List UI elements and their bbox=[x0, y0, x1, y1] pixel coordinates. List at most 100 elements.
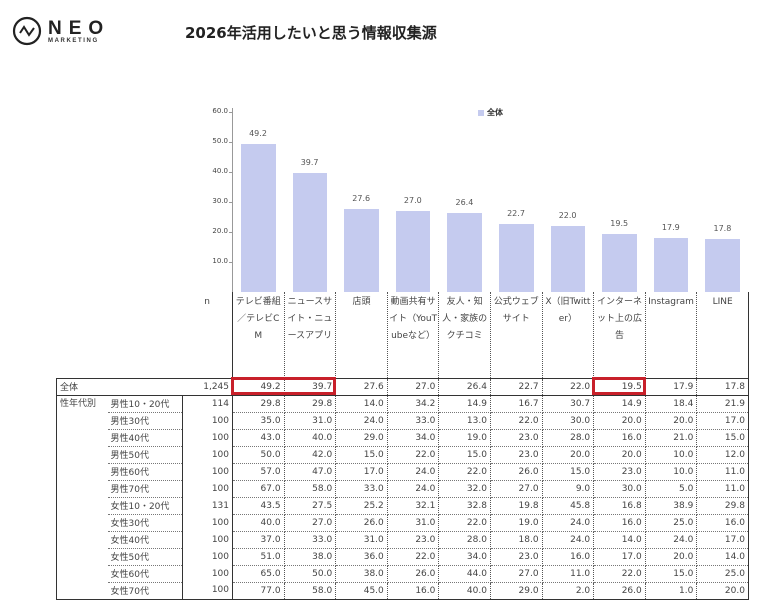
column-header: Instagram bbox=[645, 292, 698, 378]
total-label: 全体 bbox=[56, 377, 183, 396]
table-cell: 12.0 bbox=[696, 446, 749, 464]
bar bbox=[241, 144, 276, 292]
row-n: 100 bbox=[182, 446, 233, 463]
table-cell: 23.0 bbox=[490, 446, 543, 464]
row-n: 100 bbox=[182, 548, 233, 565]
row-n: 100 bbox=[182, 531, 233, 548]
table-cell: 34.2 bbox=[387, 395, 440, 413]
table-cell: 26.0 bbox=[335, 514, 388, 532]
highlight-box bbox=[592, 377, 646, 395]
table-cell: 29.0 bbox=[490, 582, 543, 600]
table-cell: 19.0 bbox=[490, 514, 543, 532]
table-cell: 47.0 bbox=[284, 463, 337, 481]
table-cell: 16.0 bbox=[542, 548, 595, 566]
total-cell: 17.9 bbox=[645, 377, 698, 396]
legend-swatch bbox=[478, 109, 484, 116]
table-cell: 22.0 bbox=[438, 463, 491, 481]
table-cell: 38.0 bbox=[335, 565, 388, 583]
table-cell: 29.0 bbox=[335, 429, 388, 447]
table-cell: 29.8 bbox=[284, 395, 337, 413]
table-cell: 37.0 bbox=[232, 531, 285, 549]
bar bbox=[447, 212, 482, 292]
table-cell: 25.0 bbox=[645, 514, 698, 532]
neo-marketing-logo: NEO MARKETING bbox=[12, 16, 110, 46]
column-header: インターネット上の広告 bbox=[593, 292, 646, 378]
bar-value-label: 27.6 bbox=[352, 194, 371, 204]
table-cell: 27.5 bbox=[284, 497, 337, 515]
table-cell: 77.0 bbox=[232, 582, 285, 600]
legend-label: 全体 bbox=[487, 108, 503, 117]
bar-value-label: 26.4 bbox=[455, 197, 474, 207]
table-cell: 15.0 bbox=[438, 446, 491, 464]
table-row: 性年代別 男性10・20代 114 29.8 29.8 14.0 34.2 14.9 16.7 3… bbox=[56, 395, 749, 600]
y-tick bbox=[229, 262, 233, 263]
row-n: 100 bbox=[182, 514, 233, 531]
column-header: LINE bbox=[696, 292, 749, 378]
table-cell: 32.1 bbox=[387, 497, 440, 515]
row-n: 100 bbox=[182, 463, 233, 480]
table-row: 女性50代 100 51.0 38.0 36.0 22.0 34.0 23.0 16.0 17.0… bbox=[57, 548, 749, 566]
table-cell: 10.0 bbox=[645, 446, 698, 464]
table-cell: 51.0 bbox=[232, 548, 285, 566]
table-cell: 43.0 bbox=[232, 429, 285, 447]
bar bbox=[705, 238, 740, 292]
bar bbox=[395, 211, 431, 292]
table-cell: 10.0 bbox=[645, 463, 698, 481]
table-cell: 20.0 bbox=[696, 582, 749, 600]
row-n: 100 bbox=[182, 429, 233, 446]
y-tick-label: 30.0 bbox=[212, 197, 228, 205]
table-cell: 32.8 bbox=[438, 497, 491, 515]
table-cell: 21.0 bbox=[645, 429, 698, 447]
table-cell: 19.0 bbox=[438, 429, 491, 447]
group-label: 性年代別 bbox=[56, 395, 108, 600]
row-n: 131 bbox=[182, 497, 233, 514]
table-cell: 24.0 bbox=[645, 531, 698, 549]
total-n: 1,245 bbox=[182, 377, 233, 396]
table-row: 男性70代 100 67.0 58.0 33.0 24.0 32.0 27.0 9.0 30.0 5… bbox=[57, 480, 749, 498]
table-cell: 24.0 bbox=[542, 531, 595, 549]
table-cell: 42.0 bbox=[284, 446, 337, 464]
table-cell: 36.0 bbox=[335, 548, 388, 566]
column-header: テレビ番組／テレビCM bbox=[232, 292, 285, 378]
table-cell: 20.0 bbox=[593, 412, 646, 430]
table-cell: 16.8 bbox=[593, 497, 646, 515]
row-n: 100 bbox=[182, 412, 233, 429]
row-label: 女性30代 bbox=[107, 514, 183, 532]
table-cell: 40.0 bbox=[284, 429, 337, 447]
n-header: n bbox=[204, 297, 210, 307]
data-table: n テレビ番組／テレビCM ニュースサイト・ニュースアプリ 店頭 動画共有サイト（You… bbox=[56, 292, 749, 600]
row-label: 女性40代 bbox=[107, 531, 183, 549]
table-cell: 23.0 bbox=[490, 548, 543, 566]
table-cell: 16.0 bbox=[593, 429, 646, 447]
table-row: 女性70代 100 77.0 58.0 45.0 16.0 40.0 29.0 2.0 26.0 1… bbox=[57, 582, 749, 600]
table-cell: 18.0 bbox=[490, 531, 543, 549]
logo-name: NEO bbox=[48, 17, 111, 39]
table-cell: 11.0 bbox=[696, 463, 749, 481]
table-cell: 33.0 bbox=[335, 480, 388, 498]
table-cell: 20.0 bbox=[593, 446, 646, 464]
bar-chart: 全体 60.0 50.0 40.0 30.0 20.0 10.0 49.2 39.7 27.6 2… bbox=[0, 0, 769, 300]
table-cell: 28.0 bbox=[542, 429, 595, 447]
table-cell: 22.0 bbox=[438, 514, 491, 532]
table-cell: 31.0 bbox=[387, 514, 440, 532]
bar-value-label: 27.0 bbox=[403, 196, 422, 205]
table-row: 男性40代 100 43.0 40.0 29.0 34.0 19.0 23.0 28.0 16.0… bbox=[57, 429, 749, 447]
row-n: 100 bbox=[182, 480, 233, 497]
bar-value-label: 22.7 bbox=[507, 208, 525, 218]
table-cell: 25.0 bbox=[696, 565, 749, 583]
table-cell: 40.0 bbox=[438, 582, 491, 600]
row-n: 100 bbox=[182, 565, 233, 582]
table-cell: 17.0 bbox=[335, 463, 388, 481]
table-cell: 29.8 bbox=[232, 395, 285, 413]
y-tick-label: 10.0 bbox=[212, 257, 228, 265]
y-tick bbox=[229, 232, 233, 233]
table-row: 女性40代 100 37.0 33.0 31.0 23.0 28.0 18.0 24.0 14.0… bbox=[57, 531, 749, 549]
table-cell: 16.7 bbox=[490, 395, 543, 413]
table-cell: 58.0 bbox=[284, 582, 337, 600]
table-cell: 35.0 bbox=[232, 412, 285, 430]
table-cell: 57.0 bbox=[232, 463, 285, 481]
table-row: 女性30代 100 40.0 27.0 26.0 31.0 22.0 19.0 24.0 16.0… bbox=[57, 514, 749, 532]
table-cell: 33.0 bbox=[387, 412, 440, 430]
table-cell: 13.0 bbox=[438, 412, 491, 430]
table-cell: 50.0 bbox=[232, 446, 285, 464]
